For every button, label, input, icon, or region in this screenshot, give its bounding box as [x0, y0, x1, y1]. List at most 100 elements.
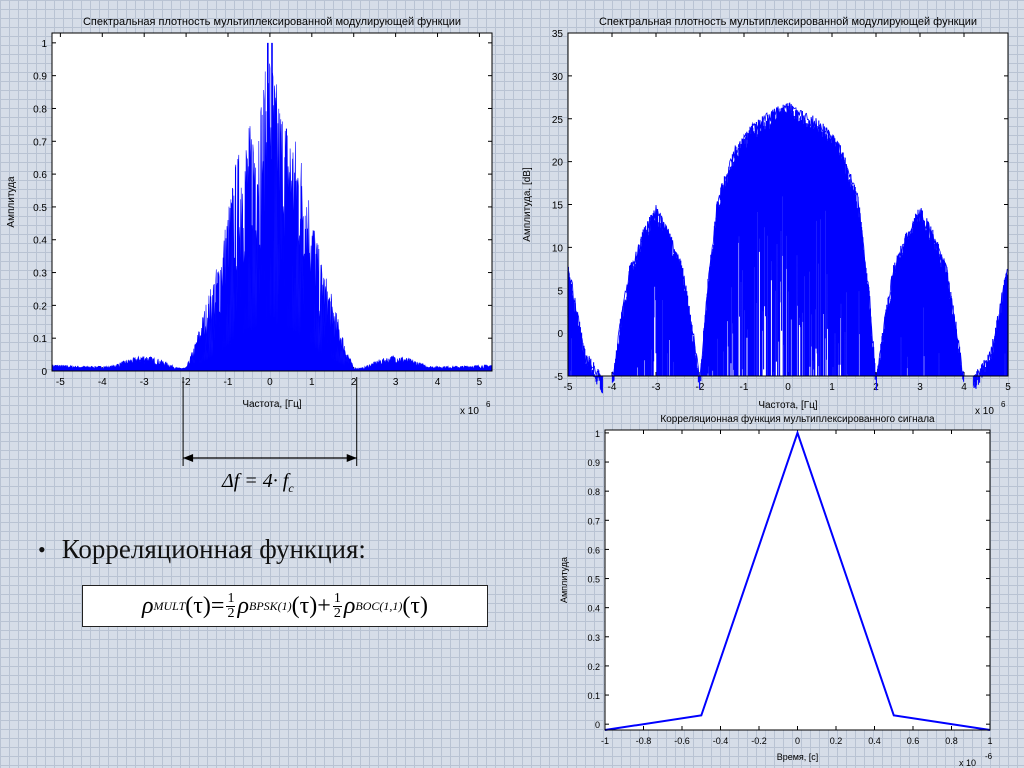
corr-x-multiplier-exp: -6 [985, 752, 993, 761]
spec-lin-xtick-label: 2 [351, 377, 357, 388]
spec-db-ytick-label: 5 [557, 286, 563, 297]
bullet-text: Корреляционная функция: [61, 534, 366, 564]
corr-title: Корреляционная функция мультиплексирован… [660, 413, 935, 425]
spec-lin-ytick-label: 0 [41, 367, 47, 378]
corr-ytick-label: 0.2 [587, 662, 600, 672]
spec-lin-xtick-label: -5 [56, 377, 65, 388]
corr-xtick-label: -0.6 [674, 736, 690, 746]
formula-num-2: 1 [332, 590, 342, 607]
spectrum-db-chart: -5 -4 -3 -2 -1 0 1 2 3 4 5 -5 0 5 10 15 20 25 30 35 Спектрал… [505, 0, 1024, 420]
spec-db-xtick-label: -1 [740, 382, 749, 393]
spec-db-x-multiplier: x 10 [975, 406, 994, 417]
spec-lin-ytick-label: 0.5 [33, 203, 47, 214]
formula-tau-end: (τ) [402, 592, 428, 619]
corr-ytick-label: 0.1 [587, 691, 600, 701]
corr-xtick-label: 0.4 [868, 736, 881, 746]
corr-ytick-label: 1 [595, 429, 600, 439]
formula-sub-boc: BOC(1,1) [355, 598, 403, 613]
bandwidth-label-sub: c [288, 481, 294, 495]
formula-tau-arg: (τ)= [185, 592, 225, 619]
spec-lin-xtick-label: 4 [435, 377, 441, 388]
spec-lin-xtick-label: -3 [140, 377, 149, 388]
spectrum-db-svg: -5 -4 -3 -2 -1 0 1 2 3 4 5-505101520253035Спектрал… [522, 16, 1011, 417]
formula-sub-bpsk: BPSK(1) [249, 598, 292, 613]
spec-db-plot-frame [567, 32, 1009, 377]
spec-lin-xlabel: Частота, [Гц] [242, 399, 302, 410]
formula-den-2: 2 [333, 605, 341, 621]
spec-db-ytick-label: 20 [552, 158, 564, 169]
spec-lin-xtick-label: -4 [98, 377, 107, 388]
spec-db-xtick-label: -2 [696, 382, 705, 393]
corr-xtick-label: -0.4 [713, 736, 729, 746]
annotation-arrowhead-right [346, 454, 357, 462]
spec-db-title: Спектральная плотность мультиплексирован… [599, 16, 977, 28]
bullet-line: • Корреляционная функция: [38, 534, 366, 565]
corr-xtick-label: 0.2 [830, 736, 843, 746]
spec-db-xlabel: Частота, [Гц] [758, 400, 818, 411]
corr-series-line [604, 429, 991, 731]
spectrum-linear-svg: -5 -4 -3 -2 -1 0 1 2 3 4 5 0 0.1 0.2 0.3 0.4 0.5 0.6 0.7 0.… [6, 16, 493, 466]
spec-db-ytick-label: 25 [552, 115, 564, 126]
bandwidth-label-text: Δf = 4· f [222, 470, 289, 492]
spec-lin-xtick-label: 3 [393, 377, 399, 388]
spec-lin-ytick-label: 0.2 [33, 301, 47, 312]
spec-lin-ytick-label: 1 [41, 39, 47, 50]
corr-ytick-label: 0.4 [587, 604, 600, 614]
corr-ytick-label: 0.8 [587, 487, 600, 497]
annotation-arrowhead-left [183, 454, 194, 462]
spec-db-xtick-label: -3 [652, 382, 661, 393]
corr-xtick-label: -1 [601, 736, 609, 746]
formula-rho-2: ρ [237, 592, 249, 619]
formula-rho-3: ρ [343, 592, 356, 619]
spec-db-xtick-label: 3 [917, 382, 923, 393]
spec-lin-ytick-label: 0.3 [33, 269, 47, 280]
spec-lin-xtick-label: -2 [182, 377, 191, 388]
corr-xtick-label: 0.6 [907, 736, 920, 746]
spec-db-ytick-label: 35 [552, 29, 564, 40]
spec-lin-ytick-label: 0.8 [33, 104, 47, 115]
spec-db-ytick-label: 30 [552, 72, 564, 83]
spec-db-xtick-label: 4 [961, 382, 967, 393]
spec-db-ytick-label: -5 [554, 372, 563, 383]
formula-plus: (τ)+ [291, 592, 331, 619]
corr-xtick-label: 0 [795, 736, 800, 746]
spec-lin-x-multiplier: x 10 [460, 406, 479, 417]
corr-ytick-label: 0.7 [587, 516, 600, 526]
spec-db-xtick-label: -5 [564, 382, 573, 393]
spec-lin-ytick-label: 0.1 [33, 334, 47, 345]
spec-db-xtick-label: -4 [608, 382, 617, 393]
corr-ytick-label: 0.9 [587, 458, 600, 468]
formula-rho-1: ρ [141, 592, 154, 619]
spec-lin-ytick-label: 0.9 [33, 72, 47, 83]
spec-lin-xtick-label: 0 [267, 377, 273, 388]
spec-db-envelope [567, 102, 1009, 378]
spec-db-ytick-label: 15 [552, 201, 564, 212]
corr-ytick-label: 0.3 [587, 633, 600, 643]
spec-lin-ytick-label: 0.6 [33, 170, 47, 181]
correlation-chart: -1 -0.8 -0.6 -0.4 -0.2 0 0.2 0.4 0.6 0.8 1 0 0.1 0.2 0… [555, 400, 1024, 768]
spec-lin-xtick-label: -1 [224, 377, 233, 388]
spec-lin-ylabel: Амплитуда [6, 176, 17, 228]
spec-lin-xtick-label: 1 [309, 377, 315, 388]
corr-x-multiplier: x 10 [959, 758, 976, 768]
bullet-dot: • [38, 536, 46, 562]
corr-ytick-label: 0.5 [587, 575, 600, 585]
spec-lin-ytick-label: 0.7 [33, 137, 47, 148]
corr-plot-frame [604, 429, 991, 731]
corr-xtick-label: 0.8 [945, 736, 958, 746]
corr-xtick-label: -0.2 [751, 736, 767, 746]
spec-db-ytick-label: 10 [552, 243, 564, 254]
corr-ytick-label: 0.6 [587, 545, 600, 555]
spec-lin-title: Спектральная плотность мультиплексирован… [83, 16, 461, 28]
corr-xtick-label: 1 [987, 736, 992, 746]
bandwidth-label: Δf = 4· fc [222, 470, 294, 496]
spec-db-xtick-label: 1 [829, 382, 835, 393]
spec-lin-xtick-label: 5 [477, 377, 483, 388]
formula-sub-mult: MULT [153, 598, 186, 613]
formula-den-1: 2 [227, 605, 235, 621]
corr-ylabel: Амплитуда [559, 557, 569, 603]
spec-db-xtick-label: 5 [1005, 382, 1011, 393]
spec-db-xtick-label: 0 [785, 382, 791, 393]
